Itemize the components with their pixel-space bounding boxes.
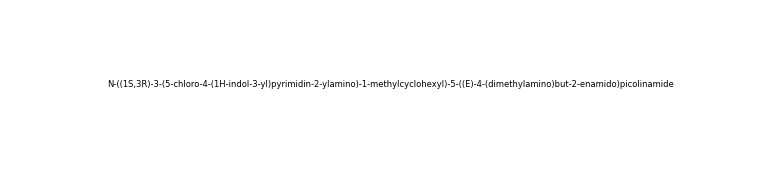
Text: N-((1S,3R)-3-(5-chloro-4-(1H-indol-3-yl)pyrimidin-2-ylamino)-1-methylcyclohexyl): N-((1S,3R)-3-(5-chloro-4-(1H-indol-3-yl)…	[107, 80, 674, 89]
